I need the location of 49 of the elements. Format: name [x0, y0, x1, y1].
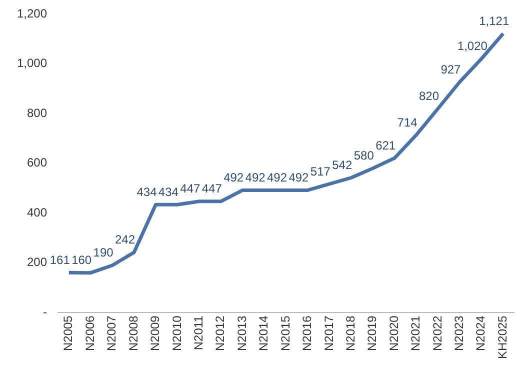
y-tick-label: 200: [27, 255, 48, 270]
x-tick-label: N2015: [278, 315, 292, 352]
data-label: 1,020: [457, 39, 488, 54]
x-tick-label: N2011: [191, 315, 206, 350]
data-label: 1,121: [479, 14, 510, 28]
x-tick-label: KH2025: [495, 315, 510, 360]
data-label: 927: [440, 62, 462, 76]
data-label: 492: [245, 170, 266, 185]
data-label: 820: [418, 88, 440, 103]
x-tick-label: N2023: [452, 315, 466, 352]
data-label: 517: [310, 164, 331, 178]
data-label: 160: [72, 253, 92, 268]
x-tick-label: N2016: [300, 315, 314, 352]
data-label: 190: [93, 246, 114, 260]
data-label: 542: [332, 158, 352, 172]
data-label: 434: [136, 184, 158, 199]
data-label: 447: [202, 182, 222, 196]
x-tick-label: N2013: [234, 315, 249, 352]
x-tick-label: N2021: [408, 315, 423, 352]
x-tick-label: N2020: [386, 315, 401, 352]
data-label: 161: [50, 252, 70, 267]
y-tick-label: -: [43, 304, 48, 319]
y-tick-label: 1,200: [17, 6, 48, 20]
y-tick-label: 400: [27, 205, 48, 220]
x-tick-label: N2017: [322, 315, 336, 352]
data-label: 580: [354, 148, 374, 163]
x-tick-label: N2018: [343, 315, 358, 352]
x-tick-label: N2006: [82, 315, 97, 352]
x-tick-label: N2007: [104, 315, 119, 352]
y-tick-label: 1,000: [17, 56, 48, 70]
x-tick-label: N2005: [61, 315, 76, 352]
data-label: 492: [288, 170, 310, 185]
x-tick-label: N2008: [126, 315, 140, 352]
data-label: 714: [397, 115, 418, 130]
y-tick-label: 800: [27, 106, 48, 120]
x-tick-label: N2024: [474, 315, 488, 352]
data-label: 447: [180, 182, 200, 196]
x-tick-label: N2009: [148, 315, 162, 352]
x-tick-label: N2012: [213, 315, 228, 352]
x-tick-label: N2014: [256, 315, 271, 352]
data-label: 492: [267, 170, 288, 185]
x-tick-label: N2019: [365, 315, 380, 352]
data-label: 492: [224, 170, 244, 185]
y-tick-label: 600: [27, 156, 48, 170]
x-tick-label: N2022: [430, 315, 444, 352]
data-label: 621: [376, 138, 396, 152]
data-label: 242: [115, 232, 136, 247]
x-tick-label: N2010: [170, 315, 184, 352]
data-label: 434: [158, 184, 179, 199]
